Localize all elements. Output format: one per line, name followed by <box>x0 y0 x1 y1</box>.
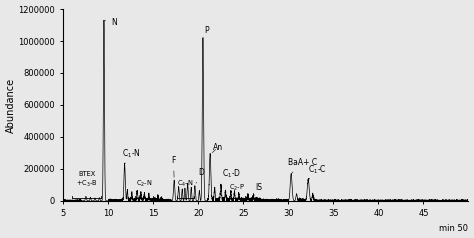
Text: BTEX
+C$_3$-B: BTEX +C$_3$-B <box>76 171 98 189</box>
Text: P: P <box>203 26 210 38</box>
Text: N: N <box>104 18 117 27</box>
Text: BaA+ C: BaA+ C <box>289 158 318 174</box>
Text: min 50: min 50 <box>439 224 468 233</box>
Text: D: D <box>196 168 204 183</box>
Text: IS: IS <box>253 183 262 197</box>
Text: An: An <box>212 143 223 153</box>
Text: C$_4$-N: C$_4$-N <box>177 179 193 189</box>
Text: F: F <box>172 156 176 177</box>
Text: C$_2$-N: C$_2$-N <box>136 179 152 189</box>
Text: C$_1$-D: C$_1$-D <box>221 168 241 186</box>
Y-axis label: Abundance: Abundance <box>6 77 16 133</box>
Text: C$_2$-P: C$_2$-P <box>229 183 245 193</box>
Text: C$_1$-C: C$_1$-C <box>308 163 327 180</box>
Text: C$_1$-N: C$_1$-N <box>122 148 141 164</box>
